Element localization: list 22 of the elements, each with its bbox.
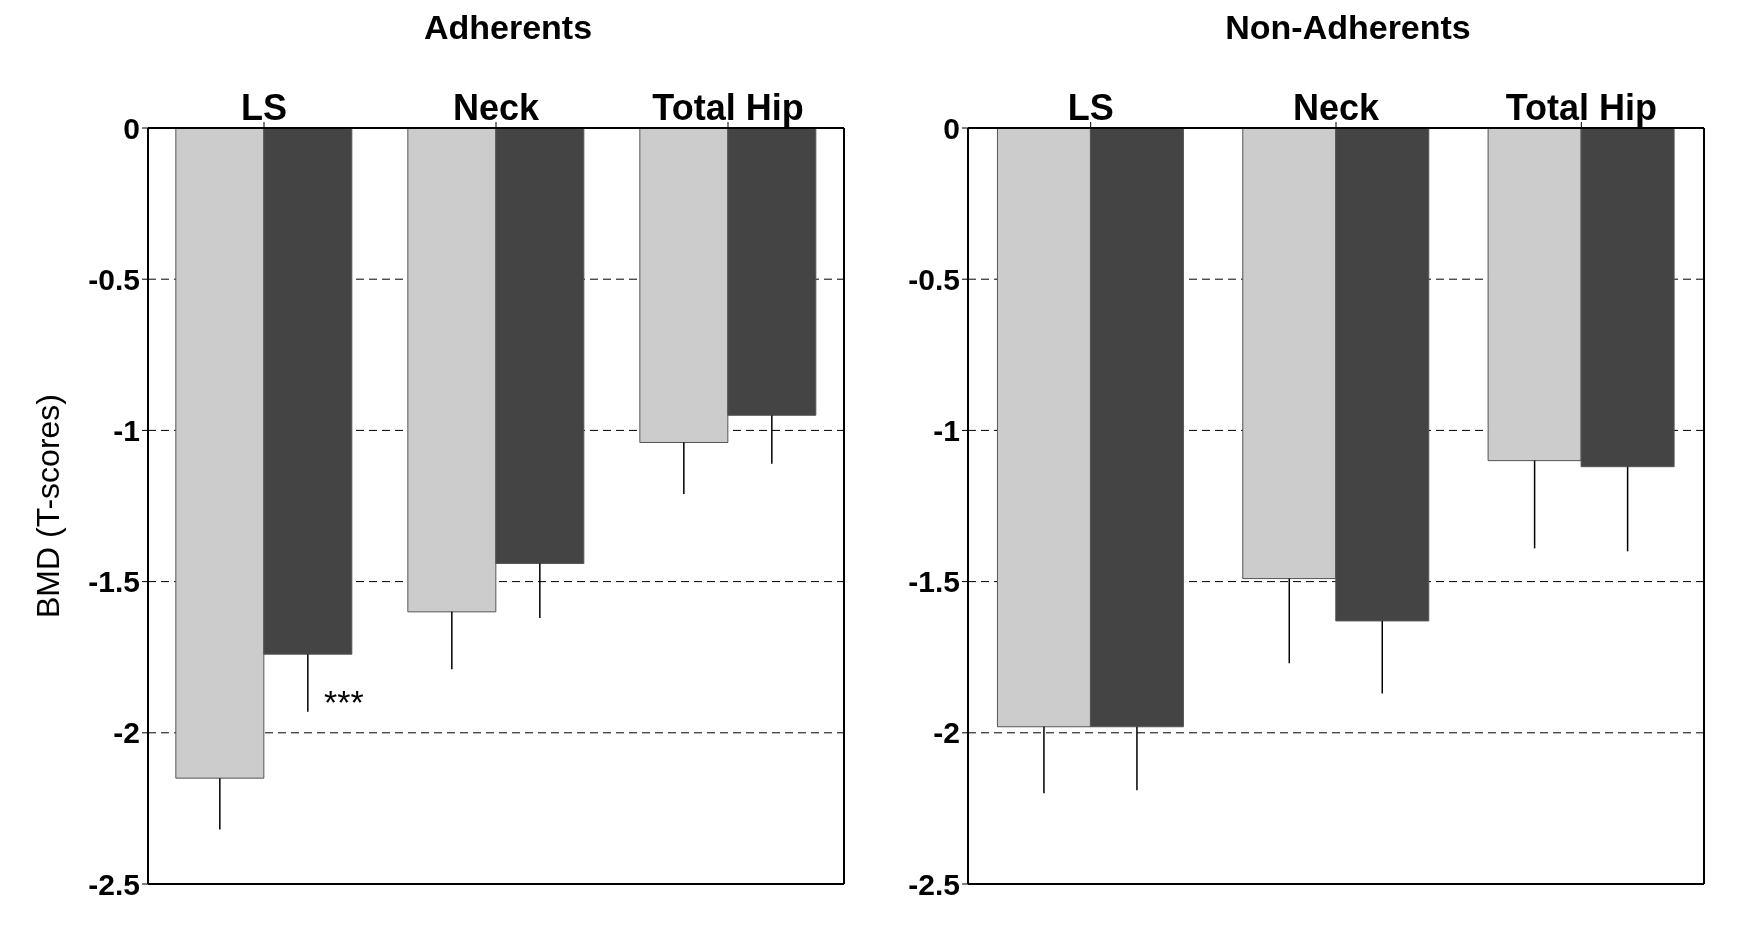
x-tick-label: LS bbox=[240, 87, 288, 128]
x-tick-label: Neck bbox=[452, 87, 541, 128]
y-tick-label: -0.5 bbox=[88, 262, 140, 296]
y-tick-label: -2 bbox=[113, 716, 140, 750]
y-tick-label: -1.5 bbox=[88, 565, 140, 599]
y-tick-label: -0.5 bbox=[908, 262, 960, 296]
y-axis-title: BMD (T-scores) bbox=[30, 394, 67, 618]
y-tick-label: -2 bbox=[933, 716, 960, 750]
chart-title: Non-Adherents bbox=[1224, 8, 1472, 48]
x-tick-label: Neck bbox=[1292, 87, 1381, 128]
annotation: *** bbox=[324, 683, 364, 721]
y-tick-label: 0 bbox=[943, 111, 960, 145]
x-tick-label: Total Hip bbox=[652, 87, 804, 128]
x-tick-label: LS bbox=[1067, 87, 1114, 128]
chart-title: Adherents bbox=[422, 8, 594, 48]
y-tick-label: -1 bbox=[113, 414, 140, 448]
y-tick-label: -1 bbox=[933, 414, 960, 448]
x-tick-label: Total Hip bbox=[1505, 87, 1657, 128]
y-tick-label: 0 bbox=[123, 111, 140, 145]
y-tick-label: -2.5 bbox=[88, 867, 140, 901]
y-tick-label: -1.5 bbox=[908, 565, 960, 599]
y-tick-label: -2.5 bbox=[908, 867, 960, 901]
